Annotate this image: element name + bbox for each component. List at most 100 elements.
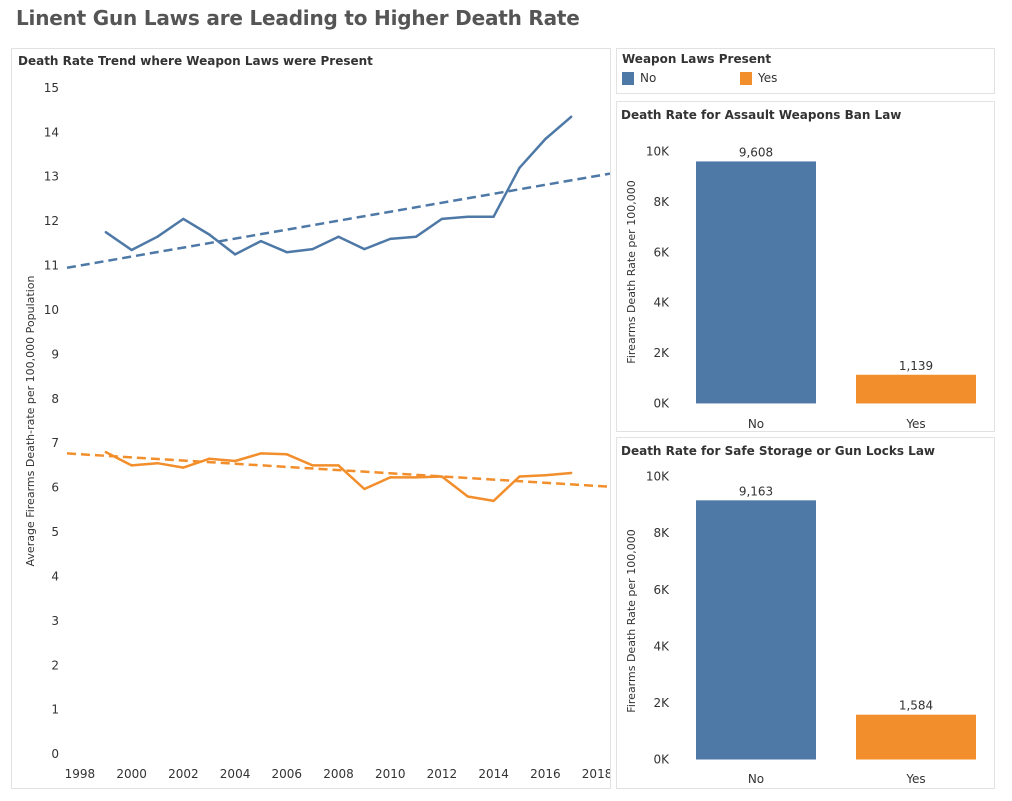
data-point-no bbox=[414, 235, 418, 238]
data-point-yes bbox=[285, 453, 288, 456]
legend-swatch-yes bbox=[740, 71, 752, 85]
data-point-yes bbox=[233, 459, 237, 463]
data-point-yes bbox=[337, 464, 340, 467]
safe-storage-panel: Death Rate for Safe Storage or Gun Locks… bbox=[616, 437, 995, 789]
data-point-yes bbox=[570, 471, 573, 475]
data-point-no bbox=[389, 237, 392, 241]
x-tick-label: 2002 bbox=[168, 767, 199, 781]
data-point-no bbox=[130, 248, 133, 252]
data-point-no bbox=[363, 247, 366, 251]
series-line-yes bbox=[105, 450, 572, 503]
assault-ban-title: Death Rate for Assault Weapons Ban Law bbox=[621, 108, 902, 122]
x-tick-label: 2008 bbox=[323, 767, 354, 781]
x-tick-label: 2004 bbox=[220, 767, 251, 781]
y-tick-label: 4 bbox=[51, 569, 59, 583]
data-point-yes bbox=[518, 475, 521, 478]
y-tick-label: 1 bbox=[51, 703, 59, 717]
y-tick-label: 3 bbox=[51, 614, 59, 628]
dashboard-title: Linent Gun Laws are Leading to Higher De… bbox=[16, 6, 580, 30]
y-tick-label: 10K bbox=[646, 470, 670, 484]
y-tick-label: 12 bbox=[44, 214, 59, 228]
data-point-yes bbox=[182, 466, 185, 469]
data-point-no bbox=[466, 215, 469, 218]
y-tick-label: 6 bbox=[51, 481, 59, 495]
y-tick-label: 9 bbox=[51, 347, 59, 361]
data-point-yes bbox=[208, 457, 211, 460]
y-tick-label: 8K bbox=[653, 526, 670, 540]
data-label: 9,163 bbox=[739, 484, 773, 498]
y-axis-label: Firearms Death Rate per 100,000 bbox=[625, 180, 638, 363]
data-label: 1,584 bbox=[899, 699, 933, 713]
y-tick-label: 0K bbox=[653, 753, 670, 767]
data-point-no bbox=[440, 217, 444, 221]
y-tick-label: 11 bbox=[44, 259, 59, 273]
data-point-no bbox=[518, 166, 521, 170]
data-label: 1,139 bbox=[899, 359, 933, 373]
x-tick-label: 2010 bbox=[375, 767, 406, 781]
x-tick-label: 2006 bbox=[272, 767, 303, 781]
data-point-yes bbox=[466, 495, 469, 498]
data-point-no bbox=[285, 251, 288, 254]
trend-line-no bbox=[66, 172, 610, 269]
data-point-no bbox=[156, 235, 159, 238]
y-tick-label: 0K bbox=[653, 396, 670, 410]
x-tick-label: 2014 bbox=[478, 767, 509, 781]
y-tick-label: 6K bbox=[653, 583, 670, 597]
category-label: No bbox=[748, 772, 764, 786]
legend-label-no: No bbox=[640, 71, 657, 85]
data-point-no bbox=[570, 115, 573, 118]
data-point-no bbox=[492, 215, 495, 218]
category-label: Yes bbox=[905, 417, 925, 431]
legend-item-yes[interactable]: Yes bbox=[740, 70, 777, 86]
data-point-yes bbox=[259, 452, 263, 455]
data-point-no bbox=[311, 247, 314, 251]
y-tick-label: 2 bbox=[51, 658, 59, 672]
y-tick-label: 4K bbox=[653, 296, 670, 310]
data-point-no bbox=[104, 231, 107, 234]
category-label: No bbox=[748, 417, 764, 431]
data-point-yes bbox=[544, 473, 547, 477]
y-tick-label: 8K bbox=[653, 195, 670, 209]
y-axis-label: Firearms Death Rate per 100,000 bbox=[625, 529, 638, 712]
data-point-no bbox=[182, 217, 185, 221]
data-point-no bbox=[233, 253, 237, 256]
y-tick-label: 15 bbox=[44, 81, 59, 95]
data-point-yes bbox=[311, 464, 314, 467]
data-point-yes bbox=[130, 464, 133, 467]
data-point-no bbox=[337, 235, 340, 238]
safe-storage-title: Death Rate for Safe Storage or Gun Locks… bbox=[621, 444, 936, 458]
data-point-yes bbox=[363, 487, 366, 491]
y-tick-label: 10K bbox=[646, 145, 670, 159]
y-tick-label: 14 bbox=[44, 125, 59, 139]
bar-no bbox=[696, 161, 816, 404]
assault-ban-chart: 0K 2K 4K 6K 8K 10K Firearms Death Rate per 100… bbox=[625, 145, 976, 431]
y-tick-label: 6K bbox=[653, 245, 670, 259]
y-tick-label: 0 bbox=[51, 747, 59, 761]
data-point-no bbox=[259, 239, 263, 243]
data-point-yes bbox=[156, 461, 159, 465]
series-line-no bbox=[105, 115, 573, 256]
y-tick-label: 10 bbox=[44, 303, 59, 317]
assault-ban-panel: Death Rate for Assault Weapons Ban Law 0… bbox=[616, 101, 995, 432]
bar-no bbox=[696, 500, 816, 760]
data-point-no bbox=[208, 233, 211, 236]
line-chart-panel: Death Rate Trend where Weapon Laws were … bbox=[11, 48, 611, 789]
trend-line-yes bbox=[66, 452, 610, 488]
data-point-yes bbox=[104, 450, 107, 454]
data-label: 9,608 bbox=[739, 145, 773, 159]
line-chart-title: Death Rate Trend where Weapon Laws were … bbox=[18, 54, 373, 68]
x-tick-label: 1998 bbox=[65, 767, 96, 781]
y-tick-label: 13 bbox=[44, 170, 59, 184]
legend-title: Weapon Laws Present bbox=[622, 52, 772, 66]
data-point-yes bbox=[440, 475, 444, 478]
x-tick-label: 2000 bbox=[116, 767, 147, 781]
data-point-no bbox=[544, 137, 547, 141]
x-tick-label: 2012 bbox=[427, 767, 458, 781]
category-label: Yes bbox=[905, 772, 925, 786]
x-tick-label: 2016 bbox=[530, 767, 561, 781]
y-tick-label: 4K bbox=[653, 639, 670, 653]
legend-item-no[interactable]: No bbox=[622, 70, 656, 86]
y-axis-label: Average Firearms Death-rate per 100,000 … bbox=[24, 276, 37, 567]
x-tick-label: 2018 bbox=[582, 767, 610, 781]
legend-swatch-no bbox=[622, 71, 634, 85]
